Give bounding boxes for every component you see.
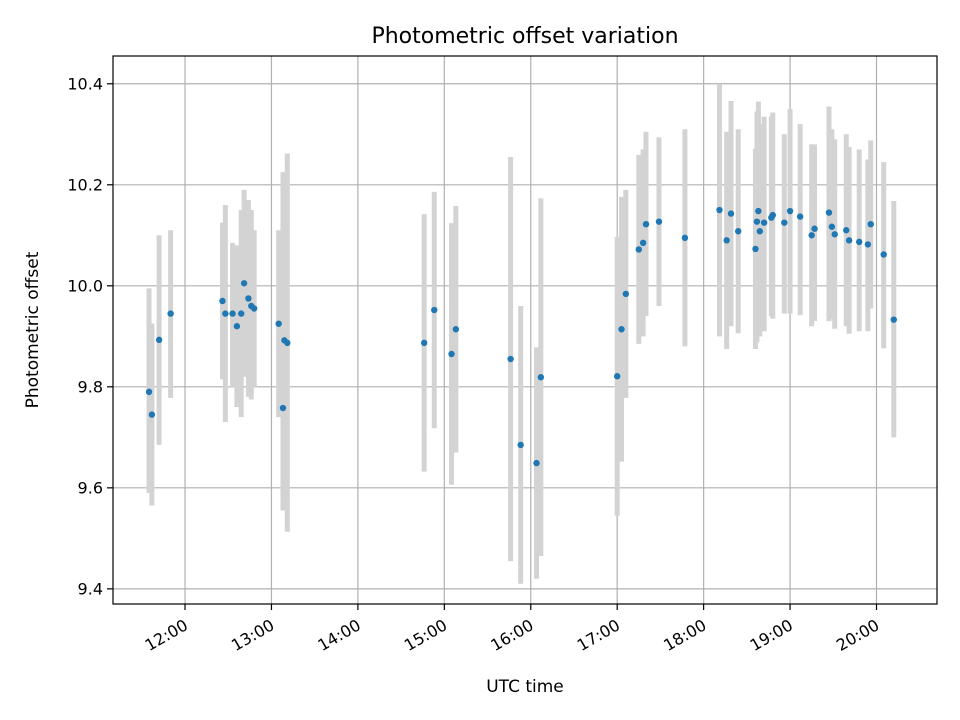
y-tick-label: 10.2 [67, 175, 103, 194]
data-point [155, 336, 163, 344]
data-point [825, 209, 833, 216]
data-point [507, 355, 514, 363]
data-point [233, 323, 241, 330]
x-tick-label: 14:00 [314, 615, 363, 655]
data-point [752, 245, 759, 253]
data-point [864, 241, 872, 248]
x-tick-label: 15:00 [401, 615, 450, 655]
data-point [808, 232, 815, 239]
data-point [167, 310, 174, 317]
data-point [727, 210, 735, 217]
data-point [635, 246, 643, 253]
data-point [655, 218, 663, 225]
data-point [284, 339, 291, 347]
data-point [753, 218, 761, 225]
y-tick-label: 9.6 [78, 478, 103, 497]
data-point [781, 219, 788, 226]
data-point [517, 441, 524, 449]
data-point [533, 459, 540, 467]
data-point [681, 234, 689, 242]
data-point [219, 297, 226, 305]
data-point [145, 388, 153, 396]
data-point [867, 220, 874, 228]
data-point [716, 206, 723, 214]
x-axis-label: UTC time [486, 677, 564, 697]
data-point [828, 223, 836, 230]
data-point [845, 237, 853, 244]
data-point [756, 228, 764, 235]
data-point [735, 228, 742, 235]
y-tick-label: 10.4 [67, 74, 103, 93]
data-point [275, 320, 282, 327]
data-point [796, 213, 804, 220]
x-tick-label: 12:00 [142, 615, 191, 655]
data-point [811, 225, 818, 232]
data-point [229, 310, 236, 317]
data-point [537, 374, 545, 381]
x-tick-label: 13:00 [228, 615, 277, 655]
x-tick-label: 19:00 [747, 615, 796, 655]
data-point [245, 295, 252, 302]
data-point [420, 339, 428, 347]
data-points [145, 206, 897, 467]
y-tick-label: 9.8 [78, 377, 103, 396]
data-point [786, 207, 794, 215]
x-tick-label: 20:00 [833, 615, 882, 655]
chart-title: Photometric offset variation [371, 24, 678, 49]
data-point [843, 227, 850, 234]
x-axis-ticks: 12:00 13:00 14:00 15:00 16:00 17:00 18:00 19:00… [142, 604, 882, 655]
data-point [856, 238, 863, 246]
data-point [431, 306, 438, 314]
data-point [279, 404, 287, 412]
data-point [240, 280, 248, 287]
data-point [890, 316, 897, 323]
data-point [642, 220, 650, 228]
data-point [618, 326, 625, 333]
y-axis-ticks: 9.4 9.6 9.8 10.0 10.2 10.4 [67, 74, 113, 598]
data-point [831, 231, 838, 238]
data-point [613, 373, 621, 380]
data-point [755, 207, 762, 215]
data-point [238, 310, 245, 317]
data-point [760, 219, 768, 226]
error-bars [146, 83, 897, 584]
data-point [723, 237, 730, 244]
y-tick-label: 9.4 [78, 579, 103, 598]
x-tick-label: 18:00 [660, 615, 709, 655]
x-tick-label: 16:00 [487, 615, 536, 655]
data-point [448, 350, 455, 358]
data-point [222, 310, 229, 317]
y-tick-label: 10.0 [67, 276, 103, 295]
data-point [769, 211, 776, 219]
plot-area-frame [112, 55, 938, 605]
data-point [622, 290, 630, 298]
data-point [250, 305, 258, 312]
data-point [148, 411, 156, 418]
data-point [639, 239, 647, 247]
y-axis-label: Photometric offset [23, 251, 43, 408]
data-point [452, 326, 460, 333]
data-point [880, 251, 887, 258]
x-tick-label: 17:00 [574, 615, 623, 655]
